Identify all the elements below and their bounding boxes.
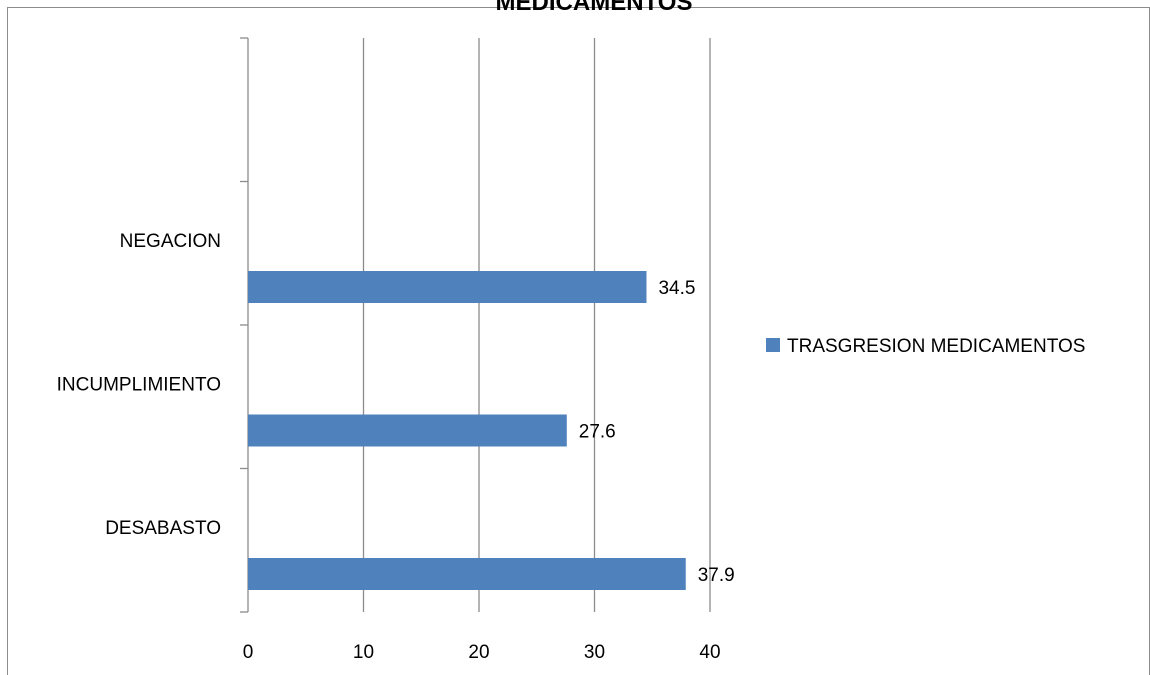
category-label: DESABASTO [105,518,221,539]
bar [248,414,567,447]
category-label: INCUMPLIMIENTO [57,375,221,396]
x-tick-label: 40 [699,642,720,663]
x-tick-label: 30 [584,642,605,663]
labels: 0 10 20 30 40 37.9 DESABASTO 27.6 INCUMPLIMIENTO… [57,231,735,663]
x-tick-label: 10 [353,642,374,663]
legend-swatch [766,338,780,352]
bars [248,271,686,590]
legend: TRASGRESION MEDICAMENTOS [766,336,1085,357]
x-tick-label: 20 [468,642,489,663]
gridlines [362,38,711,612]
legend-label: TRASGRESION MEDICAMENTOS [787,336,1085,357]
category-label: NEGACION [120,231,221,252]
axes [240,37,249,613]
data-label: 37.9 [698,565,735,586]
bar [248,271,647,303]
data-label: 34.5 [658,278,695,299]
bar [248,558,686,590]
chart-title: MEDICAMENTOS [496,0,693,16]
data-label: 27.6 [579,422,616,443]
x-tick-label: 0 [243,642,254,663]
